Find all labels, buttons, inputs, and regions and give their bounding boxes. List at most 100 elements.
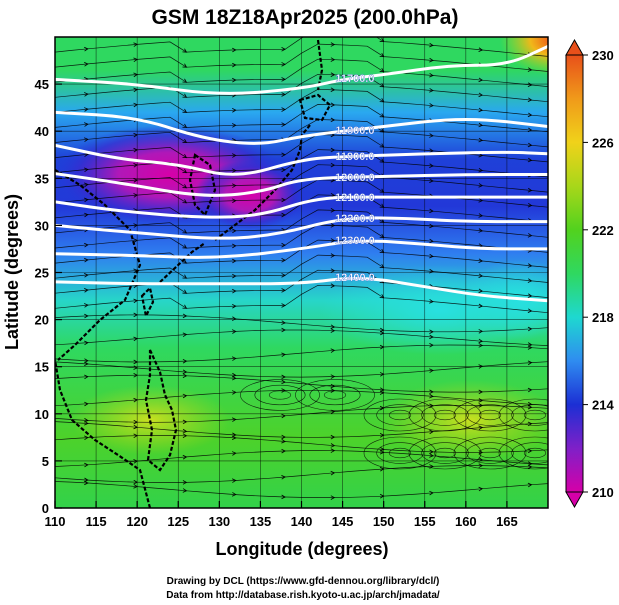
x-tick-label: 155 [414,514,436,529]
coastline-philippines [144,349,178,472]
streamline-arrow [330,253,336,258]
streamline-arrow [281,434,286,440]
streamline-arrow [478,329,484,334]
streamline-swirl [254,384,306,406]
streamline-arrow [232,183,237,188]
streamline-arrow [182,433,188,439]
streamline-swirl [511,442,548,464]
streamline-swirl [453,436,527,470]
streamline-arrow [429,329,434,334]
streamline-arrow [330,383,336,389]
y-tick-label: 35 [35,171,49,186]
y-tick-label: 40 [35,124,49,139]
streamline-swirl [421,404,469,426]
streamline-arrow [527,326,533,332]
streamline-swirl [511,404,548,426]
streamline-arrow [527,387,533,393]
streamline-arrow [84,61,89,67]
streamline-arrow [84,313,89,319]
streamline-arrow [527,97,533,103]
streamline-arrow [182,488,188,493]
streamline-arrow [527,345,533,350]
streamline-arrow [527,308,533,314]
streamline-arrow [478,288,484,294]
heatmap-maximum-region [500,37,548,75]
streamline-arrow [527,233,533,238]
streamline-arrow [478,303,484,309]
streamline-arrow [527,142,533,148]
streamline-arrow [429,334,434,340]
streamline-arrow [182,304,188,309]
credit-data: Data from http://database.rish.kyoto-u.a… [166,590,440,601]
streamline-arrow [281,46,286,52]
colorbar-tick-label: 218 [592,310,614,325]
streamline-arrow [84,420,89,426]
colorbar-tick-label: 210 [592,485,614,500]
streamline-arrow [281,288,286,293]
streamline-arrow [231,432,237,438]
colorbar-min-arrow [565,491,584,509]
x-tick-label: 135 [250,514,272,529]
streamline-arrow [84,167,89,173]
coastline-taiwan [140,285,155,320]
contour-line [55,45,548,95]
streamline-arrow [281,448,286,454]
streamline-arrow [429,103,434,108]
streamline-arrow [84,288,89,293]
streamline-arrow [182,78,188,83]
y-tick-label: 10 [35,407,49,422]
streamline-swirl [295,379,375,411]
streamline-arrow [478,364,484,369]
streamline-arrow [281,413,286,419]
streamline-arrow [182,274,188,279]
streamline-arrow [232,258,237,264]
streamline-arrow [182,480,188,485]
credit-drawing: Drawing by DCL (https://www.gfd-dennou.o… [167,576,440,587]
contour-label: 12000.0 [335,172,375,184]
streamline-arrow [281,494,286,500]
colorbar-ticks: 210 214 218 222 226 230 [583,48,614,500]
streamline-arrow [84,361,89,367]
streamline-arrow [527,401,533,407]
streamline-swirl [363,436,437,470]
streamline-arrow [330,72,336,77]
streamline-arrow [182,358,188,364]
streamline-arrow [182,259,188,264]
streamline-swirl [388,409,412,421]
streamline-arrow [182,454,188,460]
streamline-arrow [330,87,336,93]
streamline-arrow [281,77,286,82]
streamline-arrow [182,108,188,113]
streamline-arrow [429,299,434,304]
streamline-arrow [84,272,89,278]
streamline-arrow [429,253,434,259]
coastline-ryukyu [159,242,206,283]
streamline-arrow [182,169,188,174]
y-tick-label: 0 [42,501,49,516]
streamline-arrow [182,63,188,68]
streamline-arrow [281,352,286,358]
streamline-arrow [527,112,533,118]
x-axis-label: Longitude (degrees) [215,539,388,559]
streamline-arrow [84,257,89,263]
colorbar: 210 214 218 222 226 230 [565,38,614,509]
streamline-arrow [84,480,89,486]
height-contours: 11700.0 11800.0 11900.0 12000.0 12100.0 12200… [55,45,548,303]
streamline-arrow [429,148,434,153]
streamline-arrow [84,418,89,423]
streamline-arrow [527,278,533,283]
streamline-arrow [84,137,89,142]
streamline-arrow [527,82,533,87]
colorbar-tick-label: 230 [592,48,614,63]
streamline-arrow [231,478,237,483]
y-axis: 0 5 10 15 20 25 30 35 40 45 [35,77,62,516]
streamline-arrow [281,374,286,380]
x-tick-label: 115 [86,514,107,529]
streamline-arrow [527,464,533,470]
streamline-swirl [523,447,547,459]
streamline-arrow [429,133,434,138]
heatmap-minimum-region [195,160,305,230]
streamline-arrow [478,389,484,395]
y-tick-label: 20 [35,313,49,328]
streamline-arrow [478,258,484,263]
